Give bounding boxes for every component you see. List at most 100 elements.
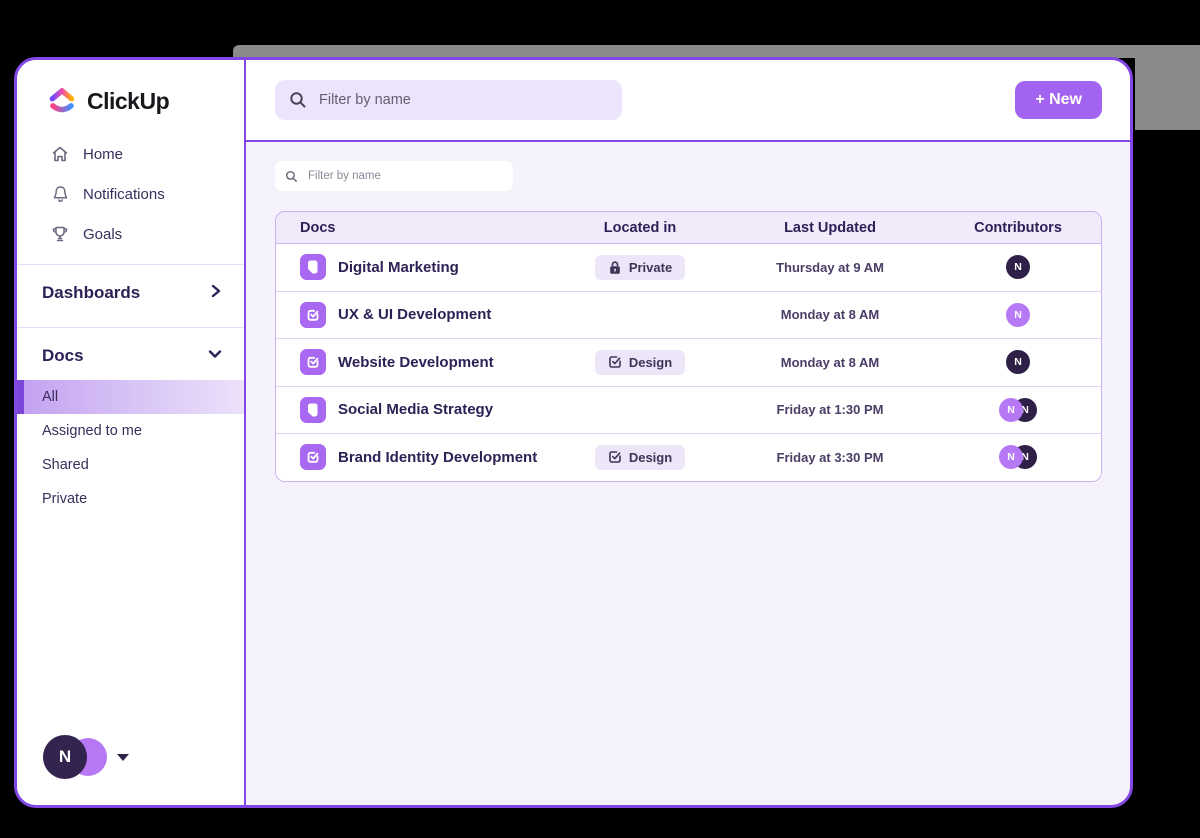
doc-name: Brand Identity Development: [338, 448, 538, 466]
doc-cell: UX & UI Development: [276, 301, 555, 328]
avatar: N: [1006, 302, 1030, 327]
contributors-cell: N: [935, 255, 1101, 280]
table-row[interactable]: UX & UI Development Monday at 8 AM N: [276, 291, 1101, 339]
user-avatar-group: N: [43, 735, 109, 779]
avatar: N: [1006, 255, 1030, 280]
clickup-logo-icon: [47, 86, 77, 116]
doc-cell: Brand Identity Development: [276, 444, 555, 471]
table-row[interactable]: Website Development Design Monday at 8 AM N: [276, 339, 1101, 387]
located-in-cell: Private: [555, 254, 725, 280]
contributors-cell: N: [935, 350, 1101, 375]
task-doc-icon: [300, 301, 326, 328]
table-row[interactable]: Social Media Strategy Friday at 1:30 PM N N: [276, 386, 1101, 434]
doc-cell: Website Development: [276, 349, 555, 376]
last-updated-cell: Friday at 3:30 PM: [776, 449, 884, 465]
contributors-cell: N: [935, 302, 1101, 327]
document-icon: [300, 396, 326, 423]
badge-label: Design: [628, 354, 673, 370]
located-in-cell: Design: [555, 349, 725, 375]
last-updated-cell: Monday at 8 AM: [780, 354, 880, 370]
app-window: ClickUp Home Notifications Goals Dashboard…: [14, 57, 1133, 808]
column-header-docs: Docs: [300, 219, 336, 236]
user-menu[interactable]: N: [17, 735, 244, 805]
bell-icon: [50, 184, 70, 204]
badge-private: Private: [594, 254, 686, 280]
badge-label: Private: [628, 259, 673, 275]
avatar: N: [999, 397, 1023, 422]
badge-design: Design: [594, 349, 686, 375]
clickup-logo-text: ClickUp: [87, 87, 170, 114]
new-button[interactable]: + New: [1015, 81, 1102, 119]
doc-name: UX & UI Development: [338, 306, 492, 324]
avatar: N: [1006, 350, 1030, 375]
avatar: N: [999, 445, 1023, 470]
clickup-logo[interactable]: ClickUp: [17, 60, 244, 134]
docs-subnav-item-private[interactable]: Private: [42, 491, 88, 507]
checkbox-icon: [608, 450, 622, 464]
last-updated-cell: Friday at 1:30 PM: [776, 402, 884, 418]
last-updated-cell: Thursday at 9 AM: [776, 259, 884, 275]
sidebar-item-dashboards[interactable]: Dashboards: [17, 265, 244, 317]
last-updated-cell: Monday at 8 AM: [780, 307, 880, 323]
sidebar-item-notifications[interactable]: Notifications: [17, 174, 244, 214]
table-body: Digital Marketing Private Thursday at 9 AM…: [276, 244, 1101, 481]
trophy-icon: [50, 224, 70, 244]
background-window-block: [1135, 58, 1200, 130]
docs-subnav: All Assigned to me Shared Private: [17, 380, 244, 516]
chevron-down-icon: [208, 347, 222, 365]
docs-table: Docs Located in Last Updated Contributor…: [275, 211, 1102, 482]
avatar: N: [43, 735, 87, 779]
search-icon: [289, 90, 307, 110]
search-icon: [285, 170, 298, 183]
checkbox-icon: [608, 355, 622, 369]
caret-down-icon[interactable]: [117, 753, 129, 761]
sidebar-item-label: Home: [83, 145, 124, 163]
divider: [17, 264, 244, 265]
docs-subnav-item-all[interactable]: All: [17, 380, 244, 414]
sidebar-item-docs[interactable]: Docs: [17, 328, 244, 380]
doc-cell: Social Media Strategy: [276, 396, 555, 423]
doc-name: Social Media Strategy: [338, 401, 494, 419]
table-filter[interactable]: [275, 161, 513, 191]
lock-icon: [608, 260, 622, 275]
table-row[interactable]: Brand Identity Development Design Friday a…: [276, 434, 1101, 481]
doc-name: Website Development: [338, 353, 494, 371]
table-row[interactable]: Digital Marketing Private Thursday at 9 AM…: [276, 244, 1101, 292]
doc-cell: Digital Marketing: [276, 254, 555, 281]
badge-label: Design: [628, 449, 673, 465]
sidebar-nav: Home Notifications Goals: [17, 134, 244, 254]
column-header-located-in: Located in: [603, 219, 677, 236]
docs-label: Docs: [42, 346, 84, 365]
sidebar-item-label: Notifications: [83, 185, 165, 203]
content-area: Docs Located in Last Updated Contributor…: [246, 142, 1130, 805]
docs-subnav-item-assigned-to-me[interactable]: Assigned to me: [42, 423, 142, 439]
main-area: + New Docs Located in Last Updated Contr…: [246, 60, 1130, 805]
table-header-row: Docs Located in Last Updated Contributor…: [276, 212, 1101, 244]
located-in-cell: Design: [555, 444, 725, 470]
home-icon: [50, 144, 70, 164]
task-doc-icon: [300, 349, 326, 376]
sidebar: ClickUp Home Notifications Goals Dashboard…: [17, 60, 246, 805]
search-bar[interactable]: [275, 80, 622, 120]
sidebar-item-home[interactable]: Home: [17, 134, 244, 174]
chevron-right-icon: [210, 284, 222, 303]
divider: [17, 327, 244, 328]
dashboards-label: Dashboards: [42, 283, 141, 302]
sidebar-spacer: [17, 516, 244, 735]
badge-design: Design: [594, 444, 686, 470]
sidebar-item-label: Goals: [83, 225, 123, 243]
search-input[interactable]: [317, 91, 608, 109]
sidebar-item-goals[interactable]: Goals: [17, 214, 244, 254]
docs-subnav-item-shared[interactable]: Shared: [42, 457, 89, 473]
table-filter-input[interactable]: [306, 169, 503, 183]
document-icon: [300, 254, 326, 281]
column-header-last-updated: Last Updated: [784, 219, 876, 236]
task-doc-icon: [300, 444, 326, 471]
column-header-contributors: Contributors: [974, 219, 1062, 236]
doc-name: Digital Marketing: [338, 258, 459, 276]
